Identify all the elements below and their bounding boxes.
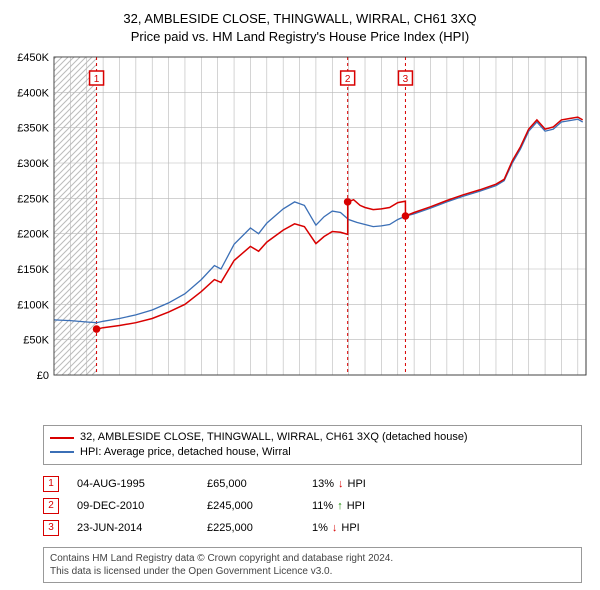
y-tick-label: £250K <box>17 193 49 205</box>
sale-dot <box>402 212 410 220</box>
legend-label: 32, AMBLESIDE CLOSE, THINGWALL, WIRRAL, … <box>80 430 468 445</box>
y-tick-label: £450K <box>17 52 49 64</box>
sale-dot <box>93 325 101 333</box>
transaction-diff: 13% ↓ HPI <box>312 478 366 490</box>
transaction-diff-pct: 13% <box>312 478 334 490</box>
y-tick-label: £300K <box>17 158 49 170</box>
legend-swatch <box>50 451 74 453</box>
y-tick-label: £150K <box>17 264 49 276</box>
transaction-row: 3 23-JUN-2014£225,0001% ↓HPI <box>43 517 582 539</box>
transaction-diff: 11% ↑ HPI <box>312 500 365 512</box>
arrow-down-icon: ↓ <box>332 522 338 534</box>
transaction-price: £65,000 <box>207 478 312 490</box>
chart-subtitle: Price paid vs. HM Land Registry's House … <box>8 28 592 46</box>
chart-legend: 32, AMBLESIDE CLOSE, THINGWALL, WIRRAL, … <box>43 425 582 465</box>
transaction-date: 09-DEC-2010 <box>77 500 207 512</box>
transactions-table: 104-AUG-1995£65,00013%↓HPI209-DEC-2010£2… <box>43 473 582 539</box>
transaction-diff-pct: 11% <box>312 500 333 512</box>
transaction-row: 2 09-DEC-2010£245,00011% ↑ HPI <box>43 495 582 517</box>
chart-address: 32, AMBLESIDE CLOSE, THINGWALL, WIRRAL, … <box>8 10 592 28</box>
transaction-date: 23-JUN-2014 <box>77 522 207 534</box>
legend-item: 32, AMBLESIDE CLOSE, THINGWALL, WIRRAL, … <box>50 430 575 445</box>
disclaimer-line1: Contains HM Land Registry data © Crown c… <box>50 552 575 565</box>
legend-label: HPI: Average price, detached house, Wirr… <box>80 445 291 460</box>
disclaimer-line2: This data is licensed under the Open Gov… <box>50 565 575 578</box>
disclaimer-box: Contains HM Land Registry data © Crown c… <box>43 547 582 583</box>
transaction-marker: 1 <box>43 476 59 492</box>
arrow-down-icon: ↓ <box>338 478 344 490</box>
sale-marker-label: 1 <box>94 74 100 85</box>
sale-marker-label: 2 <box>345 74 351 85</box>
legend-swatch <box>50 437 74 439</box>
y-tick-label: £400K <box>17 87 49 99</box>
price-chart: £0 £50K £100K £150K £200K £250K £300K £350K £400… <box>8 51 592 419</box>
transaction-marker: 2 <box>43 498 59 514</box>
transaction-diff-suffix: HPI <box>348 478 366 490</box>
transaction-row: 1 04-AUG-1995£65,00013% ↓ HPI <box>43 473 582 495</box>
transaction-diff-suffix: HPI <box>341 522 359 534</box>
sale-dot <box>344 198 352 206</box>
sale-marker-label: 3 <box>403 74 409 85</box>
arrow-up-icon: ↑ <box>337 500 343 512</box>
transaction-price: £225,000 <box>207 522 312 534</box>
transaction-price: £245,000 <box>207 500 312 512</box>
transaction-diff-pct: 1% <box>312 522 328 534</box>
transaction-diff-suffix: HPI <box>347 500 365 512</box>
y-tick-label: £200K <box>17 229 49 241</box>
legend-item: HPI: Average price, detached house, Wirr… <box>50 445 575 460</box>
transaction-date: 04-AUG-1995 <box>77 478 207 490</box>
y-tick-label: £100K <box>17 299 49 311</box>
transaction-marker: 3 <box>43 520 59 536</box>
y-tick-label: £0 <box>37 370 49 382</box>
transaction-diff: 1% ↓HPI <box>312 522 360 534</box>
y-tick-label: £350K <box>17 123 49 135</box>
y-tick-label: £50K <box>23 335 49 347</box>
